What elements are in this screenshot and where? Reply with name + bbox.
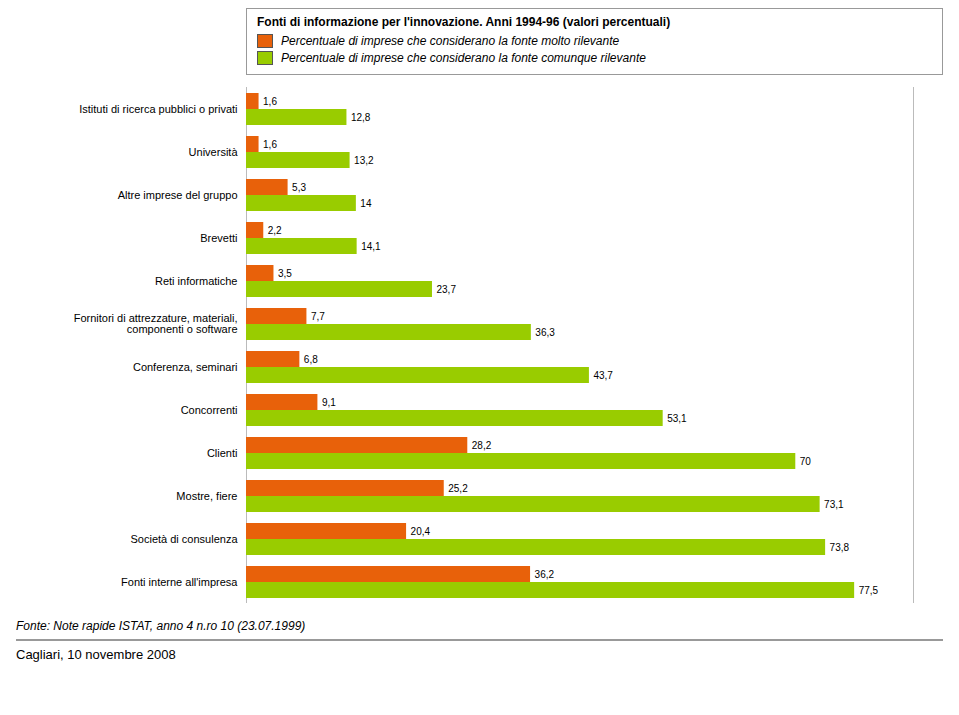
svg-text:73,1: 73,1	[824, 499, 844, 510]
svg-text:6,8: 6,8	[304, 354, 318, 365]
svg-text:Brevetti: Brevetti	[200, 232, 237, 244]
svg-text:Mostre, fiere: Mostre, fiere	[176, 490, 237, 502]
svg-text:Fonti interne all'impresa: Fonti interne all'impresa	[121, 576, 238, 588]
svg-text:2,2: 2,2	[268, 225, 282, 236]
svg-text:20,4: 20,4	[411, 526, 431, 537]
svg-text:77,5: 77,5	[859, 585, 879, 596]
svg-text:36,3: 36,3	[535, 327, 555, 338]
svg-text:Clienti: Clienti	[207, 447, 238, 459]
html-text:Percentuale di imprese che con: Percentuale di imprese che considerano l…	[281, 51, 646, 65]
svg-text:Università: Università	[189, 146, 239, 158]
svg-text:7,7: 7,7	[311, 311, 325, 322]
svg-text:5,3: 5,3	[292, 182, 306, 193]
svg-text:14,1: 14,1	[361, 241, 381, 252]
svg-text:Concorrenti: Concorrenti	[181, 404, 238, 416]
svg-text:Altre imprese del gruppo: Altre imprese del gruppo	[118, 189, 238, 201]
svg-text:25,2: 25,2	[448, 483, 468, 494]
html-text:Percentuale di imprese che con: Percentuale di imprese che considerano l…	[281, 34, 620, 48]
svg-text:73,8: 73,8	[830, 542, 850, 553]
svg-text:3,5: 3,5	[278, 268, 292, 279]
svg-text:14: 14	[360, 198, 372, 209]
svg-text:12,8: 12,8	[351, 112, 371, 123]
svg-text:43,7: 43,7	[593, 370, 613, 381]
svg-text:Conferenza, seminari: Conferenza, seminari	[133, 361, 238, 373]
svg-text:13,2: 13,2	[354, 155, 374, 166]
svg-text:70: 70	[800, 456, 812, 467]
html-text:Fonti di informazione per l'in: Fonti di informazione per l'innovazione.…	[257, 15, 671, 29]
html-text:Cagliari, 10 novembre 2008: Cagliari, 10 novembre 2008	[16, 647, 176, 662]
svg-text:28,2: 28,2	[472, 440, 492, 451]
svg-text:9,1: 9,1	[322, 397, 336, 408]
svg-text:1,6: 1,6	[263, 96, 277, 107]
svg-text:Reti informatiche: Reti informatiche	[155, 275, 238, 287]
html-text:Fonte: Note rapide ISTAT, anno: Fonte: Note rapide ISTAT, anno 4 n.ro 10…	[16, 619, 306, 633]
svg-text:Istituti di ricerca pubblici o: Istituti di ricerca pubblici o privati	[79, 103, 237, 115]
svg-text:1,6: 1,6	[263, 139, 277, 150]
svg-text:23,7: 23,7	[436, 284, 456, 295]
svg-text:36,2: 36,2	[535, 569, 555, 580]
svg-text:53,1: 53,1	[667, 413, 687, 424]
svg-text:Fornitori di attrezzature, mat: Fornitori di attrezzature, materiali,com…	[74, 312, 238, 335]
svg-text:Società di consulenza: Società di consulenza	[130, 533, 238, 545]
